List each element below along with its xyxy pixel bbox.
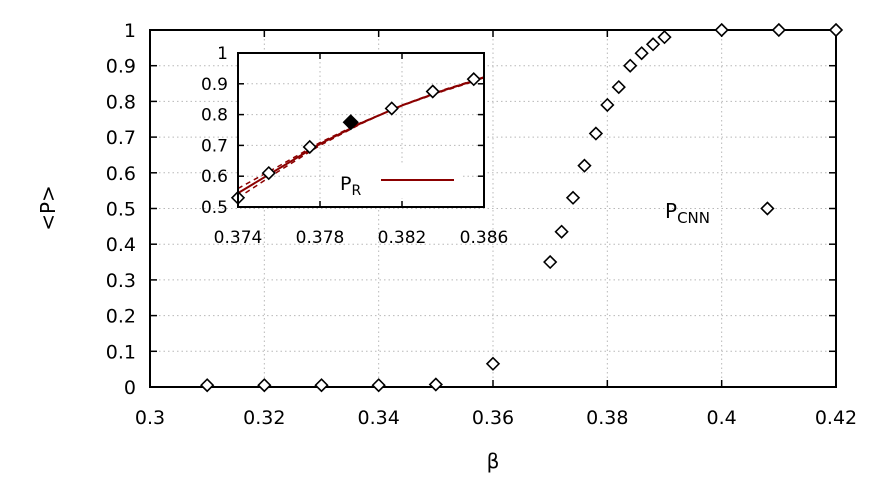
inset-x-tick-label: 0.386 xyxy=(460,228,509,248)
data-point xyxy=(828,22,844,38)
inset-x-tick-label: 0.374 xyxy=(214,228,263,248)
data-point xyxy=(623,58,638,73)
inset-data-point xyxy=(261,165,276,181)
data-point xyxy=(634,46,649,61)
inset-data-point xyxy=(302,139,317,155)
data-point xyxy=(485,356,501,371)
inset-curve-dashed xyxy=(237,76,485,199)
main-x-tick-label: 0.36 xyxy=(472,407,514,429)
main-y-tick-label: 0.8 xyxy=(106,91,136,113)
y-axis-label: <P> xyxy=(36,185,60,231)
main-y-tick-label: 0.9 xyxy=(106,56,136,78)
inset-curve-dashed xyxy=(237,77,485,190)
data-point xyxy=(565,190,581,205)
inset-y-tick-label: 0.7 xyxy=(201,136,228,156)
main-y-tick-label: 0.5 xyxy=(106,199,136,221)
main-y-tick-label: 0.6 xyxy=(106,163,136,185)
inset-x-tick-label: 0.382 xyxy=(378,228,427,248)
inset-y-tick-label: 0.9 xyxy=(201,75,228,95)
data-point xyxy=(428,377,443,392)
series-label-pcnn: PCNN xyxy=(665,199,710,227)
inset-y-tick-label: 0.5 xyxy=(201,198,228,218)
inset-y-tick-label: 1 xyxy=(217,44,228,64)
main-x-tick-label: 0.38 xyxy=(586,407,628,429)
x-axis-label: β xyxy=(487,449,500,473)
inset-legend-sub: R xyxy=(351,183,361,199)
inset-tick-labels: 0.374 0.378 0.382 0.386 0.5 0.6 0.7 0.8 0.9 1 xyxy=(201,44,508,248)
inset-y-tick-label: 0.8 xyxy=(201,106,228,126)
data-point xyxy=(577,158,592,173)
main-y-tick-label: 0.2 xyxy=(106,306,136,328)
main-series-markers xyxy=(200,22,844,393)
data-point xyxy=(771,22,786,38)
data-point xyxy=(611,79,626,95)
data-point xyxy=(257,378,272,393)
data-point xyxy=(600,97,615,113)
main-tick-labels: 0.3 0.32 0.34 0.36 0.38 0.4 0.42 0 0.1 0.2 0.3 0.4 0… xyxy=(106,20,857,429)
main-y-tick-label: 0.1 xyxy=(106,341,136,363)
inset-x-tick-label: 0.378 xyxy=(296,228,345,248)
main-y-tick-label: 0 xyxy=(124,377,136,399)
main-y-tick-label: 0.4 xyxy=(106,234,136,256)
data-point xyxy=(371,378,386,393)
inset-data-point xyxy=(425,84,440,99)
inset-markers xyxy=(230,72,481,205)
data-point xyxy=(645,37,661,52)
inset-data-point xyxy=(384,101,399,116)
main-y-tick-label: 1 xyxy=(124,20,136,42)
main-x-tick-label: 0.34 xyxy=(358,407,400,429)
inset-legend-main: P xyxy=(340,173,351,195)
inset-data-point-filled xyxy=(342,114,359,131)
main-plot-frame xyxy=(149,29,837,388)
main-y-tick-label: 0.7 xyxy=(106,127,136,149)
data-point xyxy=(554,224,569,239)
series-label-main: P xyxy=(665,199,677,223)
data-point xyxy=(657,30,672,45)
inset-data-point xyxy=(466,72,481,87)
inset-legend-label: PR xyxy=(340,173,361,199)
main-x-tick-label: 0.42 xyxy=(815,407,857,429)
data-point xyxy=(543,254,558,270)
inset-y-tick-label: 0.6 xyxy=(201,167,228,187)
data-point xyxy=(200,378,215,393)
main-x-tick-label: 0.3 xyxy=(135,407,165,429)
series-label-sub: CNN xyxy=(677,209,710,227)
data-point xyxy=(588,126,604,141)
main-x-tick-label: 0.4 xyxy=(707,407,737,429)
series-legend-marker xyxy=(760,201,775,216)
inset-plot: 0.374 0.378 0.382 0.386 0.5 0.6 0.7 0.8 0.9 1 PR xyxy=(201,44,508,248)
data-point xyxy=(314,378,329,393)
inset-curves xyxy=(237,76,485,199)
data-point xyxy=(714,22,729,38)
main-y-tick-label: 0.3 xyxy=(106,270,136,292)
inset-frame xyxy=(237,52,485,208)
main-x-tick-label: 0.32 xyxy=(243,407,285,429)
